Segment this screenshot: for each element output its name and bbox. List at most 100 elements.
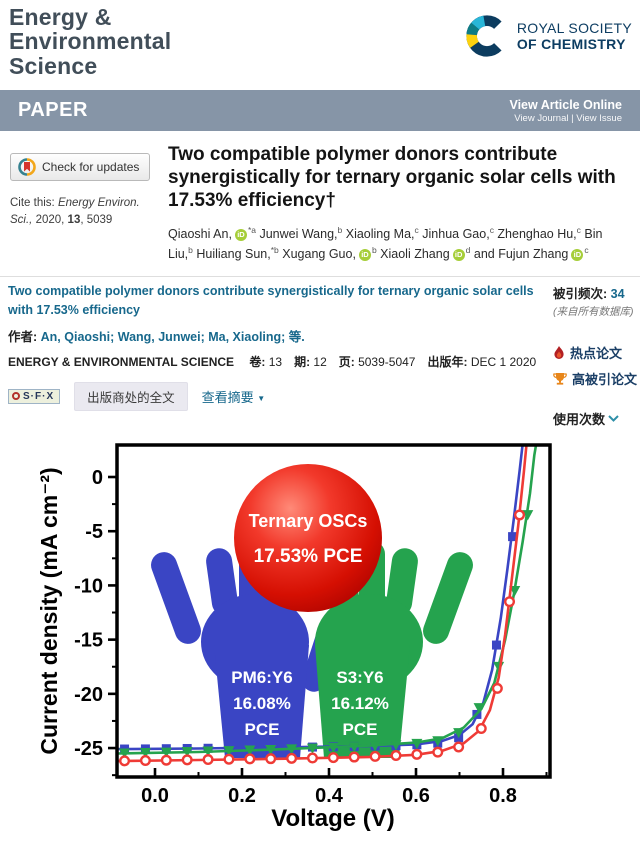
circle-marker bbox=[411, 748, 423, 760]
circle-marker bbox=[491, 682, 503, 694]
view-article-online-link[interactable]: View Article Online bbox=[509, 97, 622, 112]
check-for-updates-label: Check for updates bbox=[42, 160, 140, 174]
blue-finger bbox=[151, 552, 201, 644]
triangle-marker bbox=[522, 510, 534, 521]
y-tick-label: -5 bbox=[85, 521, 103, 543]
times-cited-count[interactable]: 34 bbox=[610, 287, 625, 301]
journal-masthead: Energy & Environmental Science ROYAL SOC… bbox=[0, 0, 640, 90]
wos-author-line: 作者: An, Qiaoshi; Wang, Junwei; Ma, Xiaol… bbox=[8, 326, 545, 345]
y-tick-label: -15 bbox=[74, 630, 103, 652]
dropdown-triangle-icon: ▼ bbox=[257, 393, 266, 403]
x-tick-label: 0.6 bbox=[402, 785, 430, 807]
blue-arm bbox=[214, 645, 309, 758]
sfx-link-badge[interactable]: S·F·X bbox=[8, 388, 61, 404]
circle-marker bbox=[369, 750, 381, 762]
triangle-marker bbox=[286, 744, 298, 755]
journal-title-line: Energy & bbox=[9, 4, 112, 30]
triangle-marker bbox=[453, 728, 465, 739]
times-cited: 被引频次: 34 bbox=[553, 283, 639, 302]
left-hand-labels: PM6:Y6 16.08% PCE bbox=[231, 668, 292, 739]
circle-marker bbox=[475, 723, 487, 735]
sphere-label-line1: Ternary OSCs bbox=[249, 511, 368, 531]
triangle-marker bbox=[306, 743, 318, 754]
author: Zhenghao Hu,c bbox=[497, 224, 581, 241]
circle-marker bbox=[160, 754, 172, 766]
sfx-label: S·F·X bbox=[23, 390, 55, 402]
circle-marker bbox=[348, 751, 360, 763]
affiliation-mark: c bbox=[414, 224, 419, 235]
right-hand-label: S3:Y6 bbox=[336, 668, 383, 687]
wos-field-label: 页: bbox=[338, 354, 355, 369]
square-marker bbox=[491, 640, 501, 650]
author: Junwei Wang,b bbox=[259, 224, 343, 241]
blue-finger bbox=[206, 548, 238, 616]
usage-count-toggle[interactable]: 使用次数 bbox=[553, 409, 639, 428]
wos-field-label: 出版年: bbox=[427, 354, 468, 369]
y-tick-label: -25 bbox=[74, 738, 103, 760]
circle-marker bbox=[390, 750, 402, 762]
green-finger bbox=[386, 548, 418, 616]
triangle-marker bbox=[139, 748, 151, 759]
affiliation-mark: c bbox=[576, 224, 581, 235]
highly-cited-label: 高被引论文 bbox=[572, 372, 638, 387]
circle-marker bbox=[286, 752, 298, 764]
circle-marker bbox=[223, 753, 235, 765]
y-tick-label: 0 bbox=[92, 467, 103, 489]
wos-author-links[interactable]: An, Qiaoshi; Wang, Junwei; Ma, Xiaoling;… bbox=[37, 329, 305, 344]
view-abstract-link[interactable]: 查看摘要 ▼ bbox=[201, 389, 266, 405]
check-for-updates-button[interactable]: Check for updates bbox=[10, 153, 151, 181]
wos-field-value: 12 bbox=[310, 354, 327, 369]
circle-marker bbox=[265, 753, 277, 765]
graphical-abstract-figure: Ternary OSCs 17.53% PCE PM6:Y6 16.08% PC… bbox=[0, 430, 640, 851]
x-tick-label: 0.2 bbox=[228, 785, 256, 807]
wos-title-link[interactable]: Two compatible polymer donors contribute… bbox=[8, 284, 534, 318]
affiliation-mark: *b bbox=[270, 244, 279, 255]
triangle-marker bbox=[390, 740, 402, 751]
orcid-icon[interactable]: iD bbox=[571, 248, 584, 261]
triangle-marker bbox=[509, 586, 521, 597]
article-title: Two compatible polymer donors contribute… bbox=[168, 144, 616, 212]
paper-type-label: PAPER bbox=[18, 99, 88, 121]
author: Xiaoli Zhang iD d bbox=[380, 244, 471, 261]
fulltext-at-publisher-button[interactable]: 出版商处的全文 bbox=[74, 381, 188, 411]
y-axis-label: Current density (mA cm⁻²) bbox=[36, 467, 62, 754]
orcid-icon[interactable]: iD bbox=[234, 228, 247, 241]
times-cited-label: 被引频次: bbox=[553, 287, 608, 301]
wos-source-line: ENERGY & ENVIRONMENTAL SCIENCE 卷: 13 期: 1… bbox=[8, 353, 545, 370]
triangle-marker bbox=[223, 746, 235, 757]
square-marker bbox=[508, 532, 518, 542]
wos-record: Two compatible polymer donors contribute… bbox=[0, 276, 640, 430]
triangle-marker bbox=[369, 741, 381, 752]
orcid-icon[interactable]: iD bbox=[452, 248, 465, 261]
triangle-marker bbox=[119, 748, 131, 759]
orcid-icon[interactable]: iD bbox=[358, 248, 371, 261]
journal-title-line: Environmental bbox=[9, 28, 172, 55]
plot-axes: 0.0 0.2 0.4 0.6 0.8 0 -5 -10 -15 -20 -25 Voltage (… bbox=[36, 443, 552, 832]
author-list: Qiaoshi An, iD *a Junwei Wang,b Xiaoling M… bbox=[168, 224, 630, 264]
x-tick-label: 0.0 bbox=[141, 785, 169, 807]
left-hand-label: PM6:Y6 bbox=[231, 668, 292, 687]
triangle-marker bbox=[327, 742, 339, 754]
jv-curves bbox=[117, 445, 538, 767]
publisher-name-line2: OF CHEMISTRY bbox=[516, 36, 626, 52]
circle-marker bbox=[181, 754, 193, 766]
journal-title-line: Science bbox=[9, 52, 98, 79]
author: Qiaoshi An, iD *a bbox=[168, 224, 256, 241]
author: Xiaoling Ma,c bbox=[345, 224, 419, 241]
circle-marker bbox=[244, 753, 256, 765]
crossmark-icon bbox=[18, 158, 36, 176]
left-hand-pce: 16.08% bbox=[233, 694, 291, 713]
citation-info: Cite this: Energy Environ. Sci., 2020, 1… bbox=[10, 197, 140, 227]
view-journal-issue-links[interactable]: View Journal | View Issue bbox=[514, 112, 622, 124]
affiliation-mark: b bbox=[371, 244, 377, 255]
ternary-sphere-graphic: Ternary OSCs 17.53% PCE bbox=[234, 464, 382, 612]
x-tick-label: 0.4 bbox=[315, 785, 344, 807]
journal-title: Energy & Environmental Science bbox=[9, 4, 172, 79]
affiliation-mark: *a bbox=[247, 224, 256, 235]
hot-paper-label: 热点论文 bbox=[570, 346, 623, 361]
right-hand-pce-label: PCE bbox=[343, 720, 378, 739]
author: Jinhua Gao,c bbox=[422, 224, 494, 241]
y-tick-label: -10 bbox=[74, 575, 103, 597]
circle-marker bbox=[432, 746, 444, 758]
x-axis-label: Voltage (V) bbox=[271, 805, 395, 832]
